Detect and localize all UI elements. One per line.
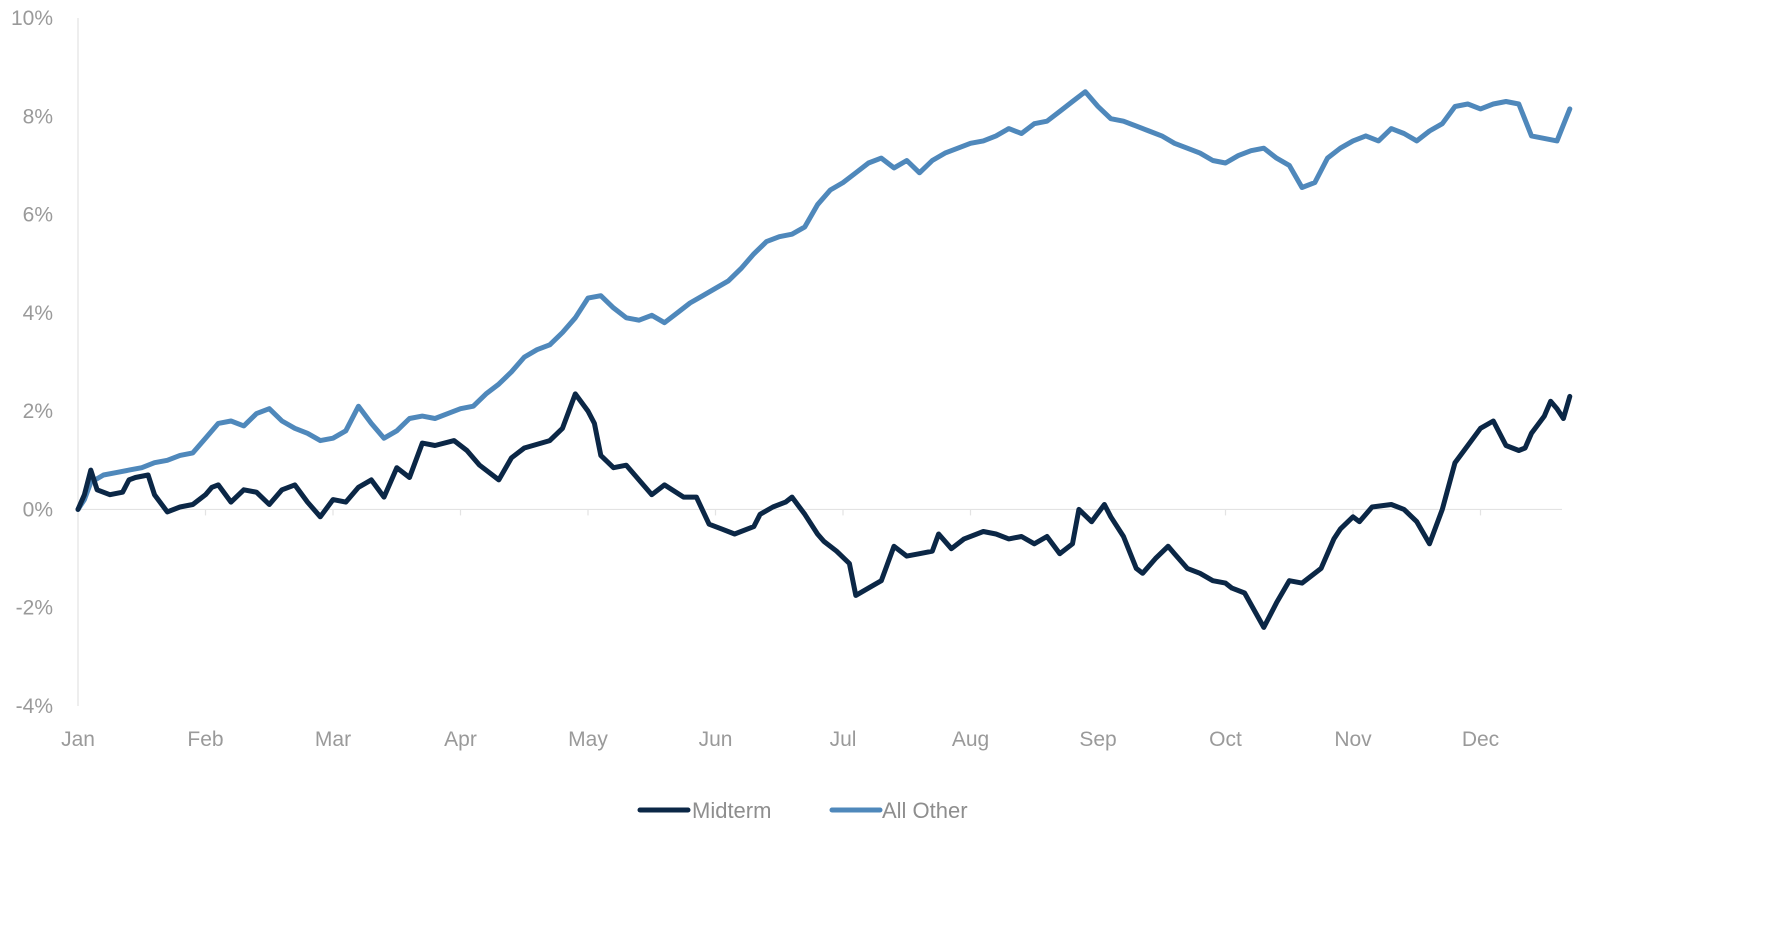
y-tick-label: 0% bbox=[23, 498, 53, 521]
x-tick-label: Jun bbox=[699, 728, 733, 751]
x-tick-label: Sep bbox=[1079, 728, 1116, 751]
x-axis: Jan Feb Mar Apr May Jun Jul Aug Sep Oct Nov Dec bbox=[61, 18, 1562, 751]
y-tick-label: 6% bbox=[23, 204, 53, 227]
legend-label: Midterm bbox=[692, 798, 771, 823]
x-tick-label: Dec bbox=[1462, 728, 1499, 751]
x-tick-label: Apr bbox=[444, 728, 477, 751]
x-tick-label: Nov bbox=[1334, 728, 1372, 751]
y-axis-tick-labels: 10% 8% 6% 4% 2% 0% -2% -4% bbox=[11, 7, 53, 718]
y-tick-label: 4% bbox=[23, 302, 53, 325]
series-lines bbox=[75, 89, 1573, 630]
y-tick-label: -4% bbox=[16, 695, 53, 718]
x-tick-label: May bbox=[568, 728, 608, 751]
y-tick-label: 8% bbox=[23, 105, 53, 128]
series-line-midterm bbox=[75, 391, 1573, 630]
y-tick-label: 10% bbox=[11, 7, 53, 30]
legend: Midterm All Other bbox=[637, 798, 968, 823]
legend-label: All Other bbox=[882, 798, 968, 823]
series-line-all-other bbox=[75, 89, 1573, 512]
x-tick-label: Mar bbox=[315, 728, 351, 751]
x-tick-label: Jan bbox=[61, 728, 95, 751]
x-tick-label: Jul bbox=[830, 728, 857, 751]
x-tick-label: Aug bbox=[952, 728, 989, 751]
y-tick-label: -2% bbox=[16, 597, 53, 620]
x-tick-label: Feb bbox=[187, 728, 223, 751]
x-tick-label: Oct bbox=[1209, 728, 1242, 751]
y-tick-label: 2% bbox=[23, 400, 53, 423]
